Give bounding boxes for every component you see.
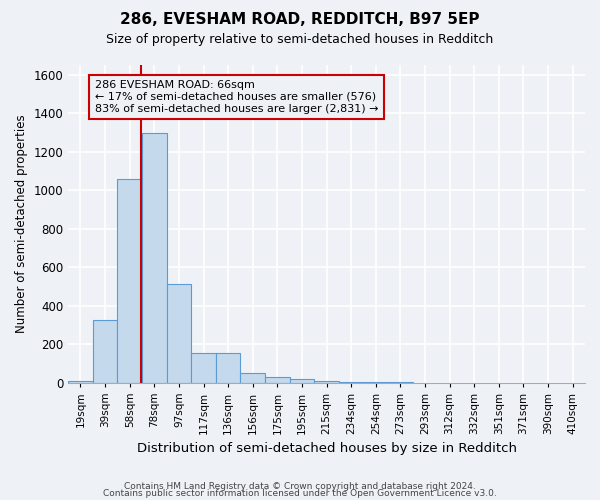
Bar <box>93 320 118 382</box>
Text: Contains HM Land Registry data © Crown copyright and database right 2024.: Contains HM Land Registry data © Crown c… <box>124 482 476 491</box>
Bar <box>216 352 241 382</box>
Text: 286, EVESHAM ROAD, REDDITCH, B97 5EP: 286, EVESHAM ROAD, REDDITCH, B97 5EP <box>120 12 480 28</box>
Bar <box>314 380 339 382</box>
Bar <box>68 380 93 382</box>
Text: 286 EVESHAM ROAD: 66sqm
← 17% of semi-detached houses are smaller (576)
83% of s: 286 EVESHAM ROAD: 66sqm ← 17% of semi-de… <box>95 80 378 114</box>
Bar <box>118 178 142 382</box>
Bar <box>167 284 191 382</box>
Text: Size of property relative to semi-detached houses in Redditch: Size of property relative to semi-detach… <box>106 32 494 46</box>
Bar <box>265 377 290 382</box>
X-axis label: Distribution of semi-detached houses by size in Redditch: Distribution of semi-detached houses by … <box>137 442 517 455</box>
Y-axis label: Number of semi-detached properties: Number of semi-detached properties <box>15 114 28 333</box>
Bar <box>241 372 265 382</box>
Bar <box>290 378 314 382</box>
Bar <box>191 352 216 382</box>
Bar <box>142 134 167 382</box>
Text: Contains public sector information licensed under the Open Government Licence v3: Contains public sector information licen… <box>103 490 497 498</box>
